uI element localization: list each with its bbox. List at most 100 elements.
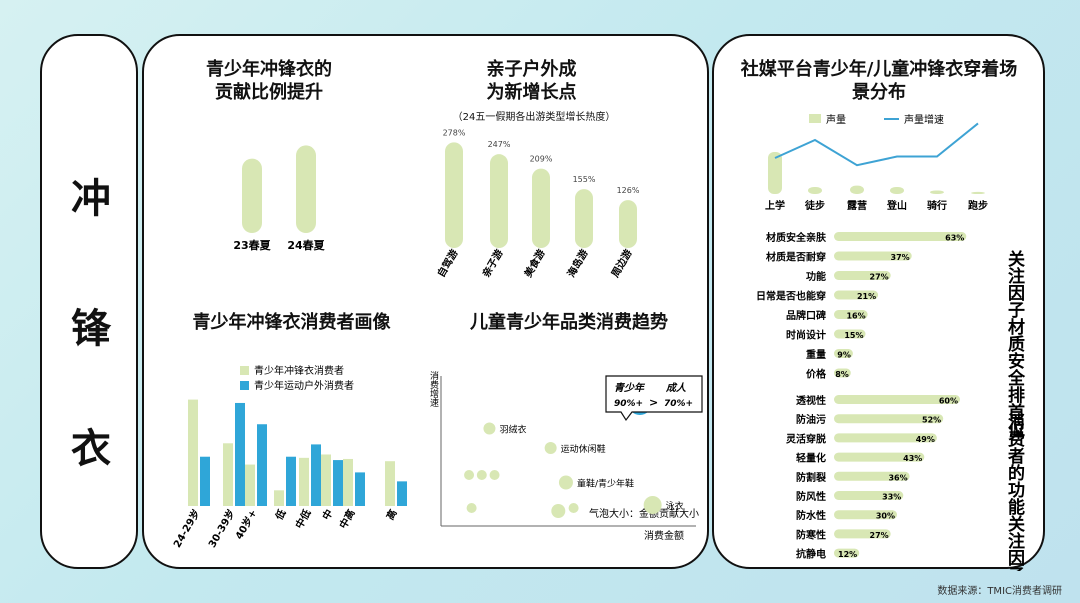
bar [834, 349, 853, 358]
bar [930, 190, 944, 194]
bar [355, 472, 365, 506]
tick-label: 材质安全亲肤 [766, 231, 827, 244]
x-axis-label: 消费金额 [644, 529, 684, 542]
callout-text: 青少年 [614, 382, 646, 394]
bubble-note: 气泡大小：金额贡献大小 [589, 507, 699, 520]
bar [242, 158, 262, 233]
family-title: 亲子户外成为新增长点 [486, 59, 577, 103]
tick-label: 功能 [806, 270, 826, 283]
tick-label: 防割裂 [796, 471, 826, 484]
legend-label: 声量 [826, 113, 846, 126]
right-panel: 社媒平台青少年/儿童冲锋衣穿着场景分布 声量 声量增速 上学 徒步 露营 登山 骑行 跑步 材质… [712, 34, 1045, 571]
bar [834, 510, 897, 520]
callout-box [605, 375, 703, 422]
bar [235, 402, 245, 506]
bar [200, 456, 210, 506]
bubble [558, 475, 573, 490]
tick-label: 亲子游 [479, 247, 505, 279]
portrait-title: 青少年冲锋衣消费者画像 [192, 312, 391, 333]
tick-label: 徒步 [804, 199, 825, 212]
social-title: 社媒平台青少年/儿童冲锋衣穿着场景分布 [740, 59, 1018, 103]
bar [834, 232, 967, 241]
side-title-char-1: 冲 [71, 176, 111, 222]
tick-label: 灵活穿脱 [786, 432, 826, 445]
data-label: 30% [876, 512, 895, 521]
tick-label: 上学 [765, 199, 785, 212]
bar [834, 395, 960, 404]
data-label: 36% [888, 473, 907, 482]
bubble [464, 470, 475, 480]
bar [834, 548, 860, 558]
data-label: 155% [573, 175, 596, 184]
data-label: 60% [939, 397, 958, 406]
data-label: 21% [857, 292, 876, 301]
bar [532, 168, 550, 248]
tick-label: 露营 [847, 199, 867, 212]
bar [296, 145, 316, 233]
data-label: 63% [945, 234, 964, 243]
bar [575, 189, 593, 248]
tick-label: 自驾游 [434, 247, 460, 279]
bubble [643, 496, 662, 514]
tick-label: 24春夏 [287, 238, 325, 252]
vertical-title: 关注因子材质安全排首位 [1004, 249, 1026, 438]
data-label: 9% [837, 351, 851, 360]
source-note: 数据来源：TMIC消费者调研 [937, 586, 1062, 597]
bar [274, 490, 284, 506]
tick-label: 防水性 [796, 509, 826, 522]
tick-label: 价格 [806, 368, 827, 381]
bubble [489, 470, 500, 480]
tick-label: 海岛游 [564, 247, 590, 279]
data-label: 15% [844, 331, 863, 340]
side-title-char-2: 锋 [71, 306, 111, 352]
middle-charts-canvas: 23春夏 24春夏 278% 自驾游 247% 亲子游 209% 美食游 155% 海岛游 126%… [170, 128, 703, 550]
tick-label: 23春夏 [233, 238, 271, 252]
legend-swatch [240, 381, 249, 390]
callout-text: 90%+ [614, 399, 643, 409]
bar [768, 152, 782, 194]
data-label: 43% [903, 454, 922, 463]
y-axis-label: 消费增速 [428, 370, 439, 408]
family-subtitle: （24五一假期各出游类型增长热度） [452, 112, 616, 123]
callout-text: 70%+ [664, 399, 693, 409]
bar [834, 329, 866, 339]
bar [834, 452, 925, 462]
bar [343, 458, 353, 506]
bar [808, 187, 822, 194]
tick-label: 跑步 [968, 199, 988, 212]
legend-swatch [240, 366, 249, 375]
bar [286, 456, 296, 506]
bar [850, 185, 864, 194]
contribution-title: 青少年冲锋衣的贡献比例提升 [206, 59, 332, 103]
data-label: 37% [891, 253, 910, 262]
data-label: 12% [838, 550, 857, 559]
bar [834, 414, 944, 424]
tick-label: 重量 [806, 348, 826, 361]
tick-label: 骑行 [927, 199, 947, 212]
bar [188, 399, 198, 506]
data-label: 49% [916, 435, 935, 444]
tick-label: 美食游 [521, 247, 547, 279]
bubble [551, 504, 566, 518]
tick-label: 低 [272, 507, 289, 523]
callout-text: > [649, 396, 658, 409]
callout-text: 成人 [665, 382, 687, 394]
bar [834, 368, 851, 378]
bar [834, 271, 891, 280]
tick-label: 防寒性 [796, 528, 826, 541]
bar [311, 444, 321, 506]
bar [299, 457, 309, 506]
data-label: 27% [870, 531, 889, 540]
data-label: 247% [488, 140, 511, 149]
legend-label: 青少年运动户外消费者 [254, 379, 354, 392]
bar [834, 310, 868, 319]
tick-label: 登山 [886, 199, 907, 212]
data-label: 126% [617, 186, 640, 195]
data-label: 27% [870, 273, 889, 282]
data-label: 209% [530, 155, 553, 164]
bar [834, 290, 879, 300]
data-label: 16% [846, 312, 865, 321]
bubble-label: 泳衣 [666, 500, 684, 512]
tick-label: 抗静电 [796, 548, 826, 561]
